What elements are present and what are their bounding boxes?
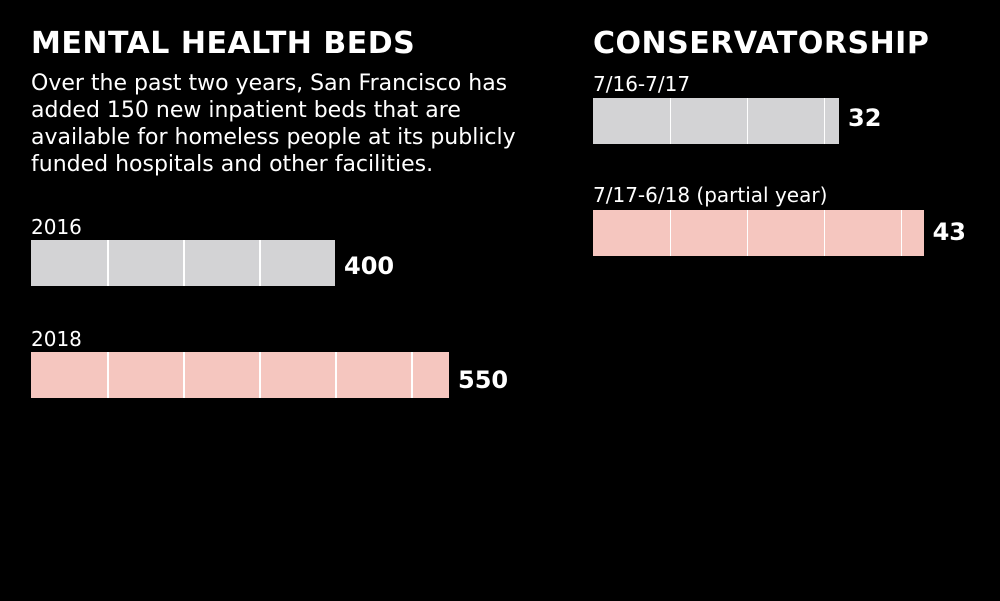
conservatorship-title: CONSERVATORSHIP	[593, 26, 930, 61]
bar-2016	[31, 240, 335, 286]
bar-segment-divider	[669, 210, 672, 256]
category-label-2018: 2018	[31, 327, 82, 351]
bar-segment-divider	[746, 210, 749, 256]
category-label-7-17-6-18: 7/17-6/18 (partial year)	[593, 183, 828, 207]
bar-segment-divider	[107, 352, 109, 398]
bar-segment-divider	[900, 210, 902, 256]
mental-health-beds-title: MENTAL HEALTH BEDS	[31, 26, 416, 61]
bar-7-16-7-17	[593, 98, 839, 144]
bar-segment-divider	[746, 98, 749, 144]
value-label-2018: 550	[458, 366, 509, 394]
bar-segment-divider	[183, 352, 185, 398]
bar-segment-divider	[669, 98, 672, 144]
value-label-7-16-7-17: 32	[848, 104, 882, 132]
bar-2018	[31, 352, 449, 398]
bar-segment-divider	[823, 210, 826, 256]
bar-segment-divider	[411, 352, 413, 398]
mental-health-beds-description: Over the past two years, San Francisco h…	[31, 71, 516, 177]
bar-segment-divider	[335, 352, 337, 398]
bar-segment-divider	[183, 240, 185, 286]
category-label-2016: 2016	[31, 215, 82, 239]
value-label-7-17-6-18: 43	[932, 218, 966, 246]
category-label-7-16-7-17: 7/16-7/17	[593, 72, 691, 96]
bar-segment-divider	[107, 240, 109, 286]
bar-segment-divider	[259, 240, 261, 286]
bar-7-17-6-18	[593, 210, 924, 256]
bar-segment-divider	[259, 352, 261, 398]
bar-segment-divider	[823, 98, 826, 144]
value-label-2016: 400	[344, 252, 395, 280]
